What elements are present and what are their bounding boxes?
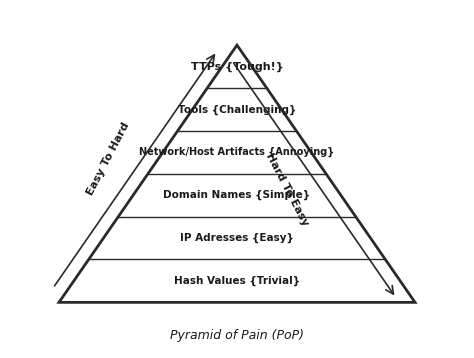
Text: IP Adresses {Easy}: IP Adresses {Easy} xyxy=(180,233,294,243)
Text: TTPs {Tough!}: TTPs {Tough!} xyxy=(191,61,283,72)
Text: Easy To Hard: Easy To Hard xyxy=(85,121,131,197)
Text: Domain Names {Simple}: Domain Names {Simple} xyxy=(164,190,310,200)
Polygon shape xyxy=(59,45,415,303)
Text: Hash Values {Trivial}: Hash Values {Trivial} xyxy=(174,276,300,286)
Text: Pyramid of Pain (PoP): Pyramid of Pain (PoP) xyxy=(170,329,304,342)
Text: Hard To Easy: Hard To Easy xyxy=(264,152,310,228)
Text: Tools {Challenging}: Tools {Challenging} xyxy=(178,104,296,115)
Text: Network/Host Artifacts {Annoying}: Network/Host Artifacts {Annoying} xyxy=(139,147,335,158)
